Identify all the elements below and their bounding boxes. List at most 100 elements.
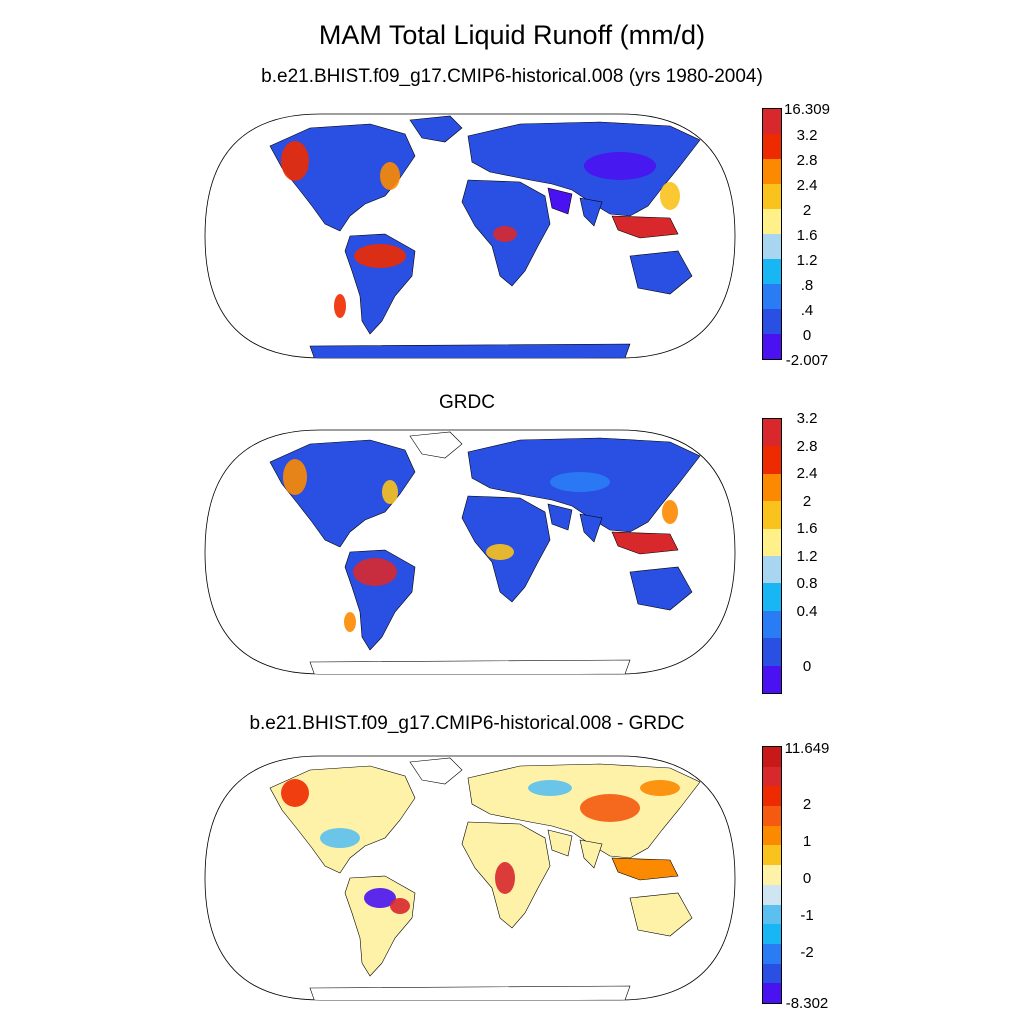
colorbar-tick-label: 2	[802, 493, 812, 510]
figure-title: MAM Total Liquid Runoff (mm/d)	[318, 20, 706, 50]
colorbar-swatch	[763, 528, 781, 556]
colorbar-swatch	[763, 501, 781, 529]
colorbar-tick-label: 1.6	[796, 520, 818, 537]
colorbar-swatch	[763, 209, 781, 234]
colorbar-tick-label: .4	[800, 302, 814, 319]
colorbar-swatch	[763, 184, 781, 209]
panel-title-model: b.e21.BHIST.f09_g17.CMIP6-historical.008…	[261, 66, 763, 87]
colorbar-tick-label: 1.2	[796, 252, 818, 269]
continent-antarctica	[309, 985, 631, 1000]
runoff-region	[382, 480, 398, 504]
colorbar-swatch	[763, 610, 781, 639]
colorbar-swatch	[763, 446, 781, 474]
colorbar-tick-label: 1	[802, 833, 812, 850]
continent-australia	[629, 892, 693, 937]
continent-arabia	[547, 829, 573, 857]
colorbar-swatch	[763, 134, 781, 159]
continent-greenland	[409, 431, 463, 459]
runoff-region	[495, 862, 515, 894]
colorbar-tick-label: 2	[802, 202, 812, 219]
colorbar-tick-label: 1.6	[796, 227, 818, 244]
colorbar-tick-label: 3.2	[796, 410, 818, 427]
colorbar-swatch	[763, 963, 781, 984]
colorbar-swatch	[763, 638, 781, 666]
map-obs	[204, 429, 736, 675]
colorbar-swatch	[763, 825, 781, 846]
runoff-region	[380, 162, 400, 190]
colorbar-tick-label: 0.8	[796, 575, 818, 592]
colorbar-swatch	[763, 943, 781, 964]
runoff-region	[281, 141, 309, 181]
colorbar-swatch	[763, 259, 781, 284]
continent-india	[579, 197, 603, 227]
runoff-region	[354, 244, 406, 268]
continent-australia	[629, 566, 693, 611]
runoff-region	[550, 472, 610, 492]
continent-antarctica	[309, 659, 631, 674]
runoff-region	[662, 500, 678, 524]
continent-namerica	[269, 439, 416, 548]
colorbar-tick-label: -2	[800, 944, 814, 961]
colorbar-tick-label: 2.4	[796, 177, 818, 194]
colorbar-tick-label: 0	[802, 658, 812, 675]
colorbar-tick-label: 2.8	[796, 438, 818, 455]
colorbar-swatch	[763, 766, 781, 787]
continent-seasia	[611, 857, 679, 881]
panel-title-diff: b.e21.BHIST.f09_g17.CMIP6-historical.008…	[249, 713, 685, 734]
runoff-region	[320, 828, 360, 848]
continent-eurasia	[467, 121, 701, 217]
colorbar-swatch	[763, 473, 781, 502]
runoff-region	[334, 294, 346, 318]
colorbar-tick-label: 2	[802, 796, 812, 813]
continent-arabia	[547, 503, 573, 531]
colorbar-swatch	[763, 234, 781, 259]
runoff-region	[283, 459, 307, 495]
colorbar-swatch	[763, 159, 781, 184]
continent-antarctica	[309, 343, 631, 358]
colorbar-tick-label: 16.309	[784, 101, 830, 118]
runoff-region	[640, 780, 680, 796]
runoff-region	[364, 888, 396, 908]
colorbar-swatch	[763, 583, 781, 611]
colorbar-tick-label: 0	[802, 327, 812, 344]
runoff-region	[528, 780, 572, 796]
colorbar-swatch	[763, 884, 781, 905]
runoff-region	[584, 152, 656, 180]
runoff-region	[580, 794, 640, 822]
colorbar-swatch	[763, 806, 781, 826]
runoff-region	[353, 558, 397, 586]
colorbar-swatch	[763, 924, 781, 944]
colorbar-diff	[762, 746, 782, 1004]
runoff-region	[493, 226, 517, 242]
panel-title-obs: GRDC	[439, 392, 495, 413]
colorbar-swatch	[763, 845, 781, 866]
continent-greenland	[409, 757, 463, 785]
colorbar-swatch	[763, 865, 781, 885]
runoff-region	[660, 182, 680, 210]
colorbar-tick-label: -2.007	[785, 352, 829, 369]
colorbar-tick-label: 3.2	[796, 127, 818, 144]
runoff-region	[344, 612, 356, 632]
colorbar-swatch	[763, 334, 781, 359]
colorbar-swatch	[763, 309, 781, 334]
map-model	[204, 113, 736, 359]
colorbar-swatch	[763, 284, 781, 309]
colorbar-tick-label: 11.649	[784, 740, 830, 757]
colorbar-swatch	[763, 747, 781, 767]
colorbar-swatch	[763, 419, 781, 447]
colorbar-tick-label: 1.2	[796, 548, 818, 565]
colorbar-swatch	[763, 983, 781, 1003]
continent-greenland	[409, 115, 463, 143]
continent-arabia	[547, 187, 573, 215]
colorbar-swatch	[763, 904, 781, 925]
colorbar-tick-label: -8.302	[785, 995, 829, 1012]
colorbar-swatch	[763, 786, 781, 807]
colorbar-tick-label: -1	[800, 907, 814, 924]
colorbar-tick-label: 0	[802, 870, 812, 887]
map-diff	[204, 755, 736, 1001]
continent-india	[579, 839, 603, 869]
colorbar-swatch	[763, 109, 781, 134]
colorbar-swatch	[763, 555, 781, 584]
colorbar-tick-label: .8	[800, 277, 814, 294]
colorbar-tick-label: 2.8	[796, 152, 818, 169]
